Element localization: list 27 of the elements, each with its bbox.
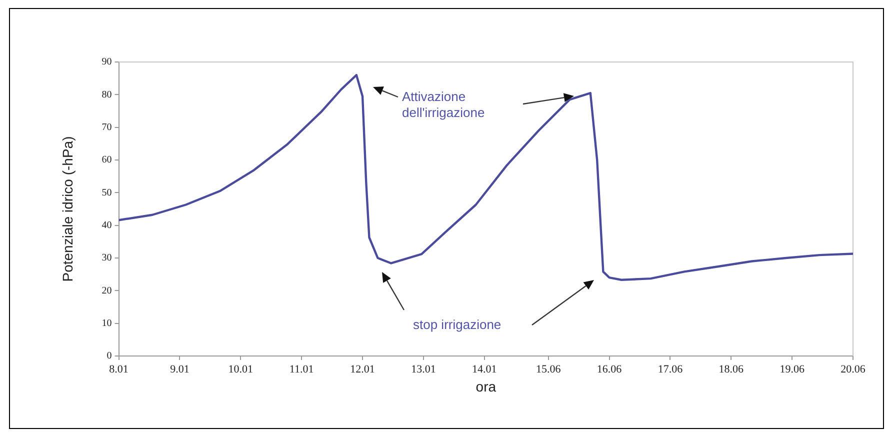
x-axis-title: ora bbox=[476, 378, 496, 394]
y-tick-label: 80 bbox=[102, 89, 112, 100]
y-tick-label: 70 bbox=[102, 122, 112, 133]
x-tick-label: 14.01 bbox=[472, 363, 497, 376]
x-tick-label: 19.06 bbox=[780, 363, 805, 376]
y-axis-title: Potenziale idrico (-hPa) bbox=[59, 136, 76, 282]
x-tick-label: 13.01 bbox=[411, 363, 436, 376]
x-tick-label: 16.06 bbox=[596, 363, 622, 376]
y-tick-label: 20 bbox=[102, 285, 112, 296]
x-tick-label: 12.01 bbox=[350, 363, 375, 376]
x-tick-label: 9.01 bbox=[170, 363, 190, 376]
y-tick-label: 40 bbox=[102, 220, 112, 231]
y-tick-label: 90 bbox=[102, 56, 112, 68]
x-tick-label: 20.06 bbox=[840, 363, 866, 376]
y-tick-label: 0 bbox=[106, 350, 112, 362]
x-tick-label: 10.01 bbox=[228, 363, 254, 376]
annotation: Attivazione dell'irrigazione bbox=[402, 89, 485, 120]
x-tick-label: 17.06 bbox=[658, 363, 684, 376]
x-tick-label: 18.06 bbox=[718, 363, 744, 376]
x-tick-label: 8.01 bbox=[109, 363, 128, 376]
y-tick-label: 10 bbox=[102, 318, 112, 329]
y-tick-label: 30 bbox=[102, 252, 112, 264]
annotation: stop irrigazione bbox=[413, 317, 502, 332]
y-tick-label: 60 bbox=[102, 154, 112, 166]
x-tick-label: 15.06 bbox=[536, 363, 562, 376]
y-tick-label: 50 bbox=[102, 187, 112, 198]
x-tick-label: 11.01 bbox=[289, 363, 314, 376]
